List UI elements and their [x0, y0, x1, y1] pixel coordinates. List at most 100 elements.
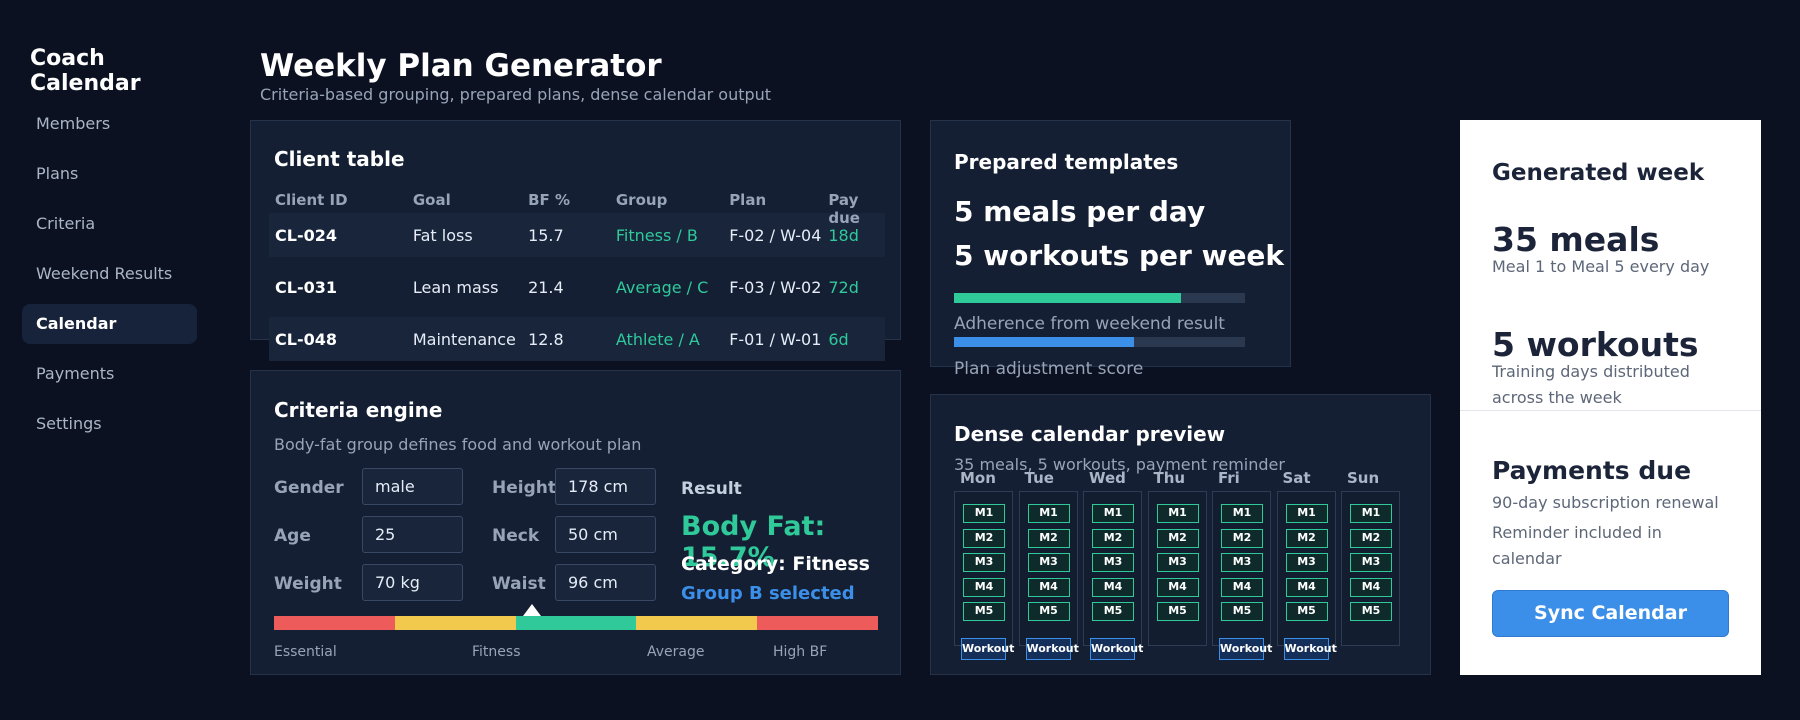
table-row[interactable]: CL-031 Lean mass 21.4 Average / C F-03 /…: [269, 265, 885, 309]
table-row[interactable]: CL-048 Maintenance 12.8 Athlete / A F-01…: [269, 317, 885, 361]
meal-slot[interactable]: M4: [1285, 577, 1328, 597]
column-header: Pay due: [828, 191, 860, 227]
scale-marker-icon: [523, 604, 541, 616]
category-result: Category: Fitness: [681, 553, 870, 575]
adherence-label: Adherence from weekend result: [954, 314, 1225, 334]
meal-slot[interactable]: M4: [1027, 577, 1070, 597]
dense-calendar-card: Dense calendar preview 35 meals, 5 worko…: [930, 394, 1431, 675]
meal-slot[interactable]: M1: [1350, 504, 1392, 523]
meal-slot[interactable]: M2: [963, 528, 1005, 548]
meal-slot[interactable]: M1: [1092, 504, 1134, 523]
sidebar-item-payments[interactable]: Payments: [36, 364, 115, 383]
meal-slot[interactable]: M2: [1092, 528, 1134, 548]
meal-slot[interactable]: M4: [1350, 577, 1392, 597]
meal-slot[interactable]: M3: [1092, 553, 1134, 572]
day-column[interactable]: M1 M2 M3 M4 M5 Workout: [954, 491, 1014, 660]
column-header: Group: [615, 191, 668, 209]
meal-slot[interactable]: M3: [963, 553, 1005, 572]
scale-label-fitness: Fitness: [472, 644, 521, 660]
client-bf: 21.4: [528, 277, 564, 297]
workout-slot[interactable]: Workout: [1090, 638, 1143, 660]
sidebar-item-settings[interactable]: Settings: [36, 414, 102, 433]
day-label: Mon: [960, 469, 996, 487]
waist-field[interactable]: 96 cm: [555, 564, 656, 601]
sidebar-item-calendar[interactable]: Calendar: [22, 304, 197, 344]
meal-slot[interactable]: M4: [1092, 577, 1134, 597]
day-column[interactable]: M1 M2 M3 M4 M5: [1147, 491, 1207, 646]
meal-slot[interactable]: M5: [1156, 602, 1199, 621]
day-column[interactable]: M1 M2 M3 M4 M5 Workout: [1018, 491, 1079, 660]
meal-slot[interactable]: M3: [1027, 553, 1070, 572]
criteria-title: Criteria engine: [274, 398, 443, 422]
meal-slot[interactable]: M2: [1221, 528, 1263, 548]
gender-field[interactable]: male: [362, 468, 463, 505]
age-field[interactable]: 25: [362, 516, 463, 553]
generated-week-card: Generated week 35 meals Meal 1 to Meal 5…: [1460, 120, 1761, 675]
meal-slot[interactable]: M2: [1156, 528, 1199, 548]
meal-slot[interactable]: M2: [1285, 528, 1328, 548]
meal-slot[interactable]: M4: [963, 577, 1005, 597]
scale-segment: [394, 616, 516, 630]
meal-slot[interactable]: M3: [1285, 553, 1328, 572]
client-goal: Fat loss: [412, 225, 473, 245]
weight-field[interactable]: 70 kg: [362, 564, 463, 601]
sync-calendar-button[interactable]: Sync Calendar: [1492, 590, 1729, 637]
meal-slot[interactable]: M5: [1092, 602, 1134, 621]
day-column[interactable]: M1 M2 M3 M4 M5: [1341, 491, 1400, 646]
meal-slot[interactable]: M3: [1350, 553, 1392, 572]
body-fat-result: Body Fat: 15.7%: [681, 511, 826, 573]
meal-slot[interactable]: M5: [1285, 602, 1328, 621]
meal-slot[interactable]: M5: [963, 602, 1005, 621]
meal-slot[interactable]: M4: [1156, 577, 1199, 597]
meal-slot[interactable]: M2: [1027, 528, 1070, 548]
client-plan: F-02 / W-04: [729, 225, 822, 245]
sidebar-item-criteria[interactable]: Criteria: [36, 214, 96, 233]
client-goal: Maintenance: [412, 329, 516, 349]
payments-renewal: 90-day subscription renewal: [1492, 493, 1719, 512]
meal-slot[interactable]: M3: [1221, 553, 1263, 572]
sidebar-item-members[interactable]: Members: [36, 114, 111, 133]
meal-slot[interactable]: M1: [1221, 504, 1263, 523]
meal-slot[interactable]: M1: [963, 504, 1005, 523]
neck-label: Neck: [492, 526, 540, 546]
height-field[interactable]: 178 cm: [555, 468, 656, 505]
meal-slot[interactable]: M4: [1221, 577, 1263, 597]
templates-title: Prepared templates: [954, 150, 1179, 174]
day-label: Thu: [1153, 469, 1186, 487]
client-table-card: Client table Client ID Goal BF % Group P…: [250, 120, 901, 361]
day-column[interactable]: M1 M2 M3 M4 M5 Workout: [1276, 491, 1337, 660]
meal-slot[interactable]: M5: [1221, 602, 1263, 621]
scale-segment: [515, 616, 637, 630]
scale-segment: [274, 616, 395, 630]
day-column[interactable]: M1 M2 M3 M4 M5 Workout: [1212, 491, 1272, 660]
scale-label-average: Average: [647, 644, 705, 660]
workout-slot[interactable]: Workout: [961, 638, 1014, 660]
meal-slot[interactable]: M2: [1350, 528, 1392, 548]
meal-slot[interactable]: M5: [1027, 602, 1070, 621]
table-row[interactable]: CL-024 Fat loss 15.7 Fitness / B F-02 / …: [269, 213, 885, 257]
adherence-bar-fill: [954, 293, 1181, 303]
workout-slot[interactable]: Workout: [1283, 638, 1337, 660]
client-group: Average / C: [615, 277, 709, 297]
meal-slot[interactable]: M1: [1285, 504, 1328, 523]
sidebar-item-weekend-results[interactable]: Weekend Results: [36, 264, 173, 283]
workout-slot[interactable]: Workout: [1219, 638, 1272, 660]
column-header: Client ID: [275, 191, 348, 209]
sidebar-item-plans[interactable]: Plans: [36, 164, 79, 183]
meal-slot[interactable]: M3: [1156, 553, 1199, 572]
workout-slot[interactable]: Workout: [1025, 638, 1079, 660]
day-label: Tue: [1024, 469, 1054, 487]
client-plan: F-03 / W-02: [729, 277, 822, 297]
page-title: Weekly Plan Generator: [260, 48, 662, 84]
prepared-templates-card: Prepared templates 5 meals per day 5 wor…: [930, 120, 1291, 379]
meal-slot[interactable]: M1: [1156, 504, 1199, 523]
day-column[interactable]: M1 M2 M3 M4 M5 Workout: [1083, 491, 1143, 660]
meal-slot[interactable]: M1: [1027, 504, 1070, 523]
group-selected: Group B selected: [681, 583, 855, 604]
page-subtitle: Criteria-based grouping, prepared plans,…: [260, 85, 772, 104]
client-id: CL-024: [275, 225, 337, 245]
meal-slot[interactable]: M5: [1350, 602, 1392, 621]
neck-field[interactable]: 50 cm: [555, 516, 656, 553]
meals-per-day: 5 meals per day: [954, 195, 1206, 228]
client-pay-due: 18d: [828, 225, 859, 245]
